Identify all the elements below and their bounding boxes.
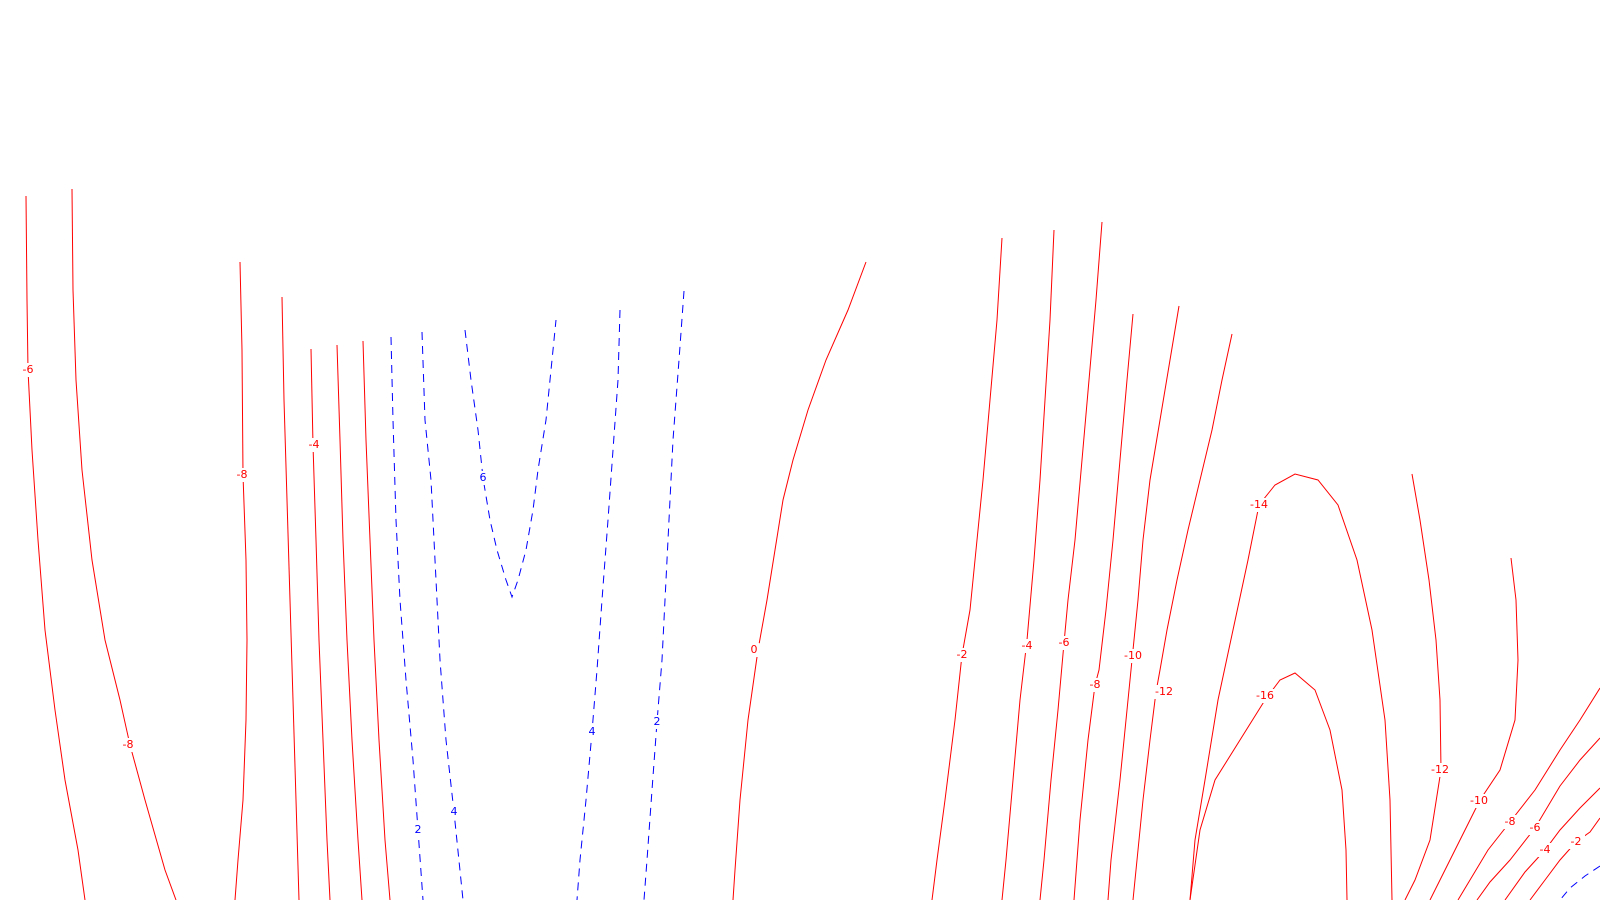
contour-label: -4	[1540, 843, 1551, 856]
contour-labels: -6 -8 -8 -4 2 4 6 4 2 0 -2 -4 -6 -8 -10 -12 -14 -16 -12 -10…	[19, 363, 1585, 857]
contour-line	[234, 261, 248, 900]
contour-label-bg	[1246, 498, 1272, 512]
contour-label-bg	[305, 438, 323, 452]
contour-label-bg	[233, 468, 251, 482]
contour-label-bg	[1151, 685, 1177, 699]
contour-label-bg	[1055, 636, 1073, 650]
contour-line	[576, 309, 621, 900]
contour-label: 0	[751, 643, 758, 656]
contour-label-bg	[1427, 763, 1453, 777]
contour-label-bg	[1018, 639, 1036, 653]
contour-label: -12	[1155, 685, 1173, 698]
contour-label-bg	[586, 725, 598, 739]
contour-label: -10	[1124, 649, 1142, 662]
contour-label: 2	[415, 823, 422, 836]
contour-label: -8	[237, 468, 248, 481]
contour-line	[1189, 473, 1393, 900]
contour-line	[71, 188, 177, 900]
contour-line	[421, 331, 464, 900]
contour-label-bg	[19, 363, 37, 377]
contour-line	[732, 261, 867, 900]
contour-line	[1504, 787, 1600, 900]
contour-label: 4	[451, 805, 458, 818]
contour-line	[931, 237, 1003, 900]
contour-label: -6	[1530, 821, 1541, 834]
contour-line	[281, 296, 300, 900]
contour-line	[643, 290, 685, 900]
contour-line	[464, 319, 557, 599]
contour-label: -8	[1090, 678, 1101, 691]
contour-label-bg	[477, 471, 489, 485]
contour-line	[362, 340, 391, 900]
contour-label-bg	[953, 648, 971, 662]
contour-label: 6	[480, 471, 487, 484]
contour-label-bg	[1501, 815, 1519, 829]
contour-line	[1189, 672, 1348, 900]
contour-label: -2	[957, 648, 968, 661]
contour-line	[1457, 687, 1600, 900]
contour-label-bg	[651, 715, 663, 729]
contour-label: -4	[309, 438, 320, 451]
contour-line	[25, 195, 86, 900]
contour-line	[310, 348, 331, 900]
contour-lines	[25, 188, 1600, 900]
contour-line	[1039, 221, 1103, 900]
contour-label-bg	[448, 805, 460, 819]
contour-label: -10	[1470, 794, 1488, 807]
contour-line	[1073, 313, 1134, 900]
contour-label-bg	[1466, 794, 1492, 808]
contour-line	[1107, 305, 1180, 900]
contour-label: -14	[1250, 498, 1268, 511]
contour-label-bg	[119, 738, 137, 752]
contour-line	[1132, 333, 1233, 900]
contour-label: -8	[123, 738, 134, 751]
contour-label: -12	[1431, 763, 1449, 776]
contour-label: -2	[1571, 835, 1582, 848]
contour-label: -6	[1059, 636, 1070, 649]
contour-line	[336, 344, 363, 900]
contour-label-bg	[1526, 821, 1544, 835]
contour-line	[1529, 817, 1600, 900]
contour-label-bg	[1086, 678, 1104, 692]
contour-label-bg	[1536, 843, 1554, 857]
contour-line	[1559, 865, 1600, 900]
contour-label-bg	[1567, 835, 1585, 849]
contour-label: 4	[589, 725, 596, 738]
contour-label-bg	[412, 823, 424, 837]
contour-label: 2	[654, 715, 661, 728]
contour-label: -8	[1505, 815, 1516, 828]
contour-line	[390, 336, 424, 900]
contour-label-bg	[1120, 649, 1146, 663]
contour-label: -6	[23, 363, 34, 376]
contour-line	[1001, 229, 1055, 900]
contour-label-bg	[748, 643, 760, 657]
contour-label-bg	[1252, 689, 1278, 703]
contour-line	[1404, 473, 1442, 900]
contour-label: -16	[1256, 689, 1274, 702]
contour-line	[1476, 737, 1600, 900]
contour-line	[1429, 557, 1519, 900]
contour-label: -4	[1022, 639, 1033, 652]
